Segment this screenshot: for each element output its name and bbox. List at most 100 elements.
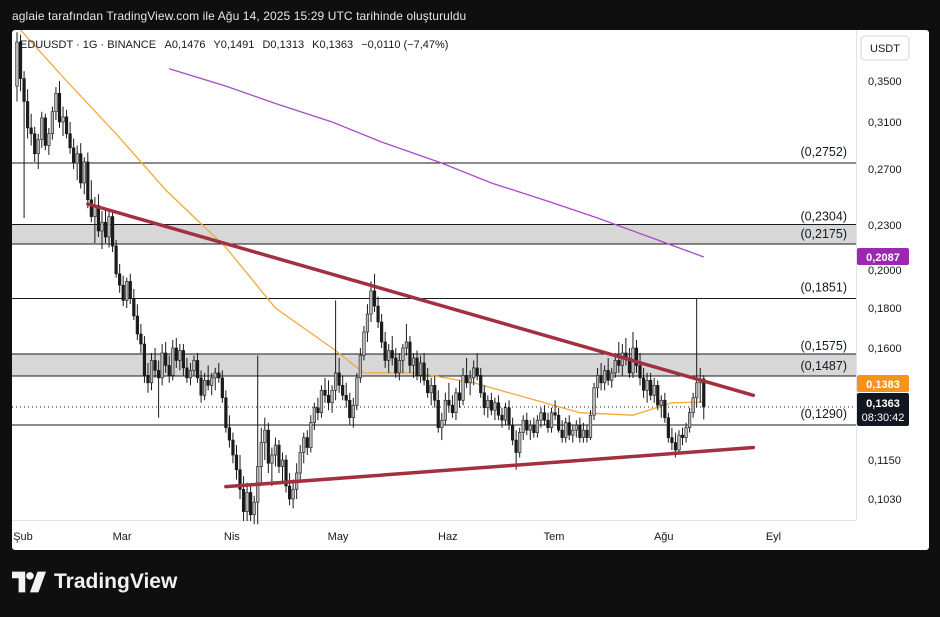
candle [305, 430, 309, 456]
candle [592, 382, 596, 421]
snapshot-caption: aglaie tarafından TradingView.com ile Ağ… [12, 9, 467, 23]
candle-body [15, 41, 19, 87]
candle-body [40, 117, 44, 140]
level-label-1: (0,2752) [800, 145, 847, 159]
ma-slow-line [169, 68, 705, 258]
symbol-legend[interactable]: EDUUSDT · 1G · BINANCE A0,1476 Y0,1491 D… [20, 39, 448, 51]
candle-body [263, 429, 267, 443]
candle [86, 152, 90, 209]
candle [47, 127, 51, 155]
candle [380, 314, 384, 348]
candle-body [687, 412, 692, 428]
candle-body [139, 333, 143, 345]
candle-body [220, 377, 224, 399]
candle-body [114, 245, 118, 275]
candle-body [82, 161, 86, 184]
candle-body [64, 116, 69, 135]
chart-panel[interactable]: (0,2304) (0,2175) (0,1575) (0,1487) (0,2752)… [12, 30, 929, 550]
candle-body [535, 419, 539, 433]
candle-body [287, 485, 292, 500]
candle-body [617, 360, 621, 366]
candle-body [341, 385, 345, 396]
candle [107, 211, 111, 248]
candle-body [521, 419, 525, 433]
candle [18, 34, 23, 92]
candle-body [344, 394, 348, 401]
candle [666, 412, 670, 443]
candle [687, 407, 692, 433]
candle [323, 377, 327, 403]
ma-slow-tag-value: 0,2087 [866, 252, 900, 264]
candle [415, 350, 419, 381]
candle [64, 109, 69, 139]
candle [610, 367, 614, 388]
candle [125, 277, 129, 308]
candle-body [461, 375, 465, 401]
candle [174, 338, 178, 368]
candle [57, 81, 62, 128]
candle-body [503, 407, 508, 421]
candle-body [606, 370, 610, 381]
ascending-trendline[interactable] [224, 445, 756, 489]
candle-body [277, 444, 281, 467]
candle [181, 344, 185, 376]
legend-close-value: 0,1363 [319, 39, 353, 51]
candle-body [110, 216, 115, 247]
candle-body [68, 133, 72, 149]
candle-body [415, 357, 419, 376]
candle-body [298, 452, 302, 474]
candle-body [266, 429, 270, 464]
candle [210, 372, 214, 396]
candle [139, 324, 143, 353]
candle-body [107, 216, 111, 238]
descending-trendline[interactable] [86, 202, 756, 398]
candle [333, 300, 338, 401]
candle-body [649, 380, 653, 396]
candle-body [362, 331, 366, 356]
candle-body [206, 380, 210, 386]
candle [26, 89, 30, 139]
trendlines-layer[interactable] [86, 202, 756, 489]
candle [680, 427, 685, 446]
candle-body [394, 357, 398, 374]
candle [33, 126, 37, 162]
candle-body [514, 439, 518, 453]
candle [468, 370, 472, 396]
time-tick-label: Haz [438, 531, 458, 543]
tradingview-logo[interactable]: TradingView [12, 570, 177, 594]
candle [588, 410, 593, 441]
candle-body [539, 412, 543, 421]
candle [54, 87, 58, 120]
candle-body [613, 360, 617, 374]
candle-body [507, 407, 511, 426]
candle [273, 437, 278, 467]
candle-body [578, 424, 582, 438]
candle-body [553, 412, 557, 416]
candle [372, 273, 377, 312]
time-axis[interactable]: Şub Mar Nis May Haz Tem Ağu Eyl [13, 531, 781, 543]
levels-layer [12, 162, 856, 426]
candle-body [549, 412, 554, 428]
candle [128, 273, 132, 305]
candle [549, 407, 554, 433]
candle-body [574, 424, 578, 431]
candle [89, 180, 93, 223]
candle [581, 422, 585, 443]
candle [43, 113, 47, 151]
candle [553, 400, 557, 421]
candle [206, 365, 210, 391]
legend-change: −0,0110 (−7,47%) [361, 39, 448, 51]
candle-body [348, 399, 352, 418]
currency-button[interactable]: USDT [860, 35, 910, 61]
price-axis[interactable]: 0,3500 0,3100 0,2700 0,2300 0,2000 0,1800 0,16… [868, 76, 902, 506]
candle-body [376, 305, 380, 323]
candle [351, 397, 355, 428]
candle-body [280, 459, 285, 467]
candle-body [128, 281, 132, 299]
candle-body [185, 367, 189, 379]
candle-body [249, 492, 253, 516]
candle-body [330, 390, 334, 404]
candle-body [61, 116, 65, 123]
price-chart[interactable]: (0,2304) (0,2175) (0,1575) (0,1487) (0,2752)… [12, 30, 929, 550]
candle-body [241, 488, 246, 512]
